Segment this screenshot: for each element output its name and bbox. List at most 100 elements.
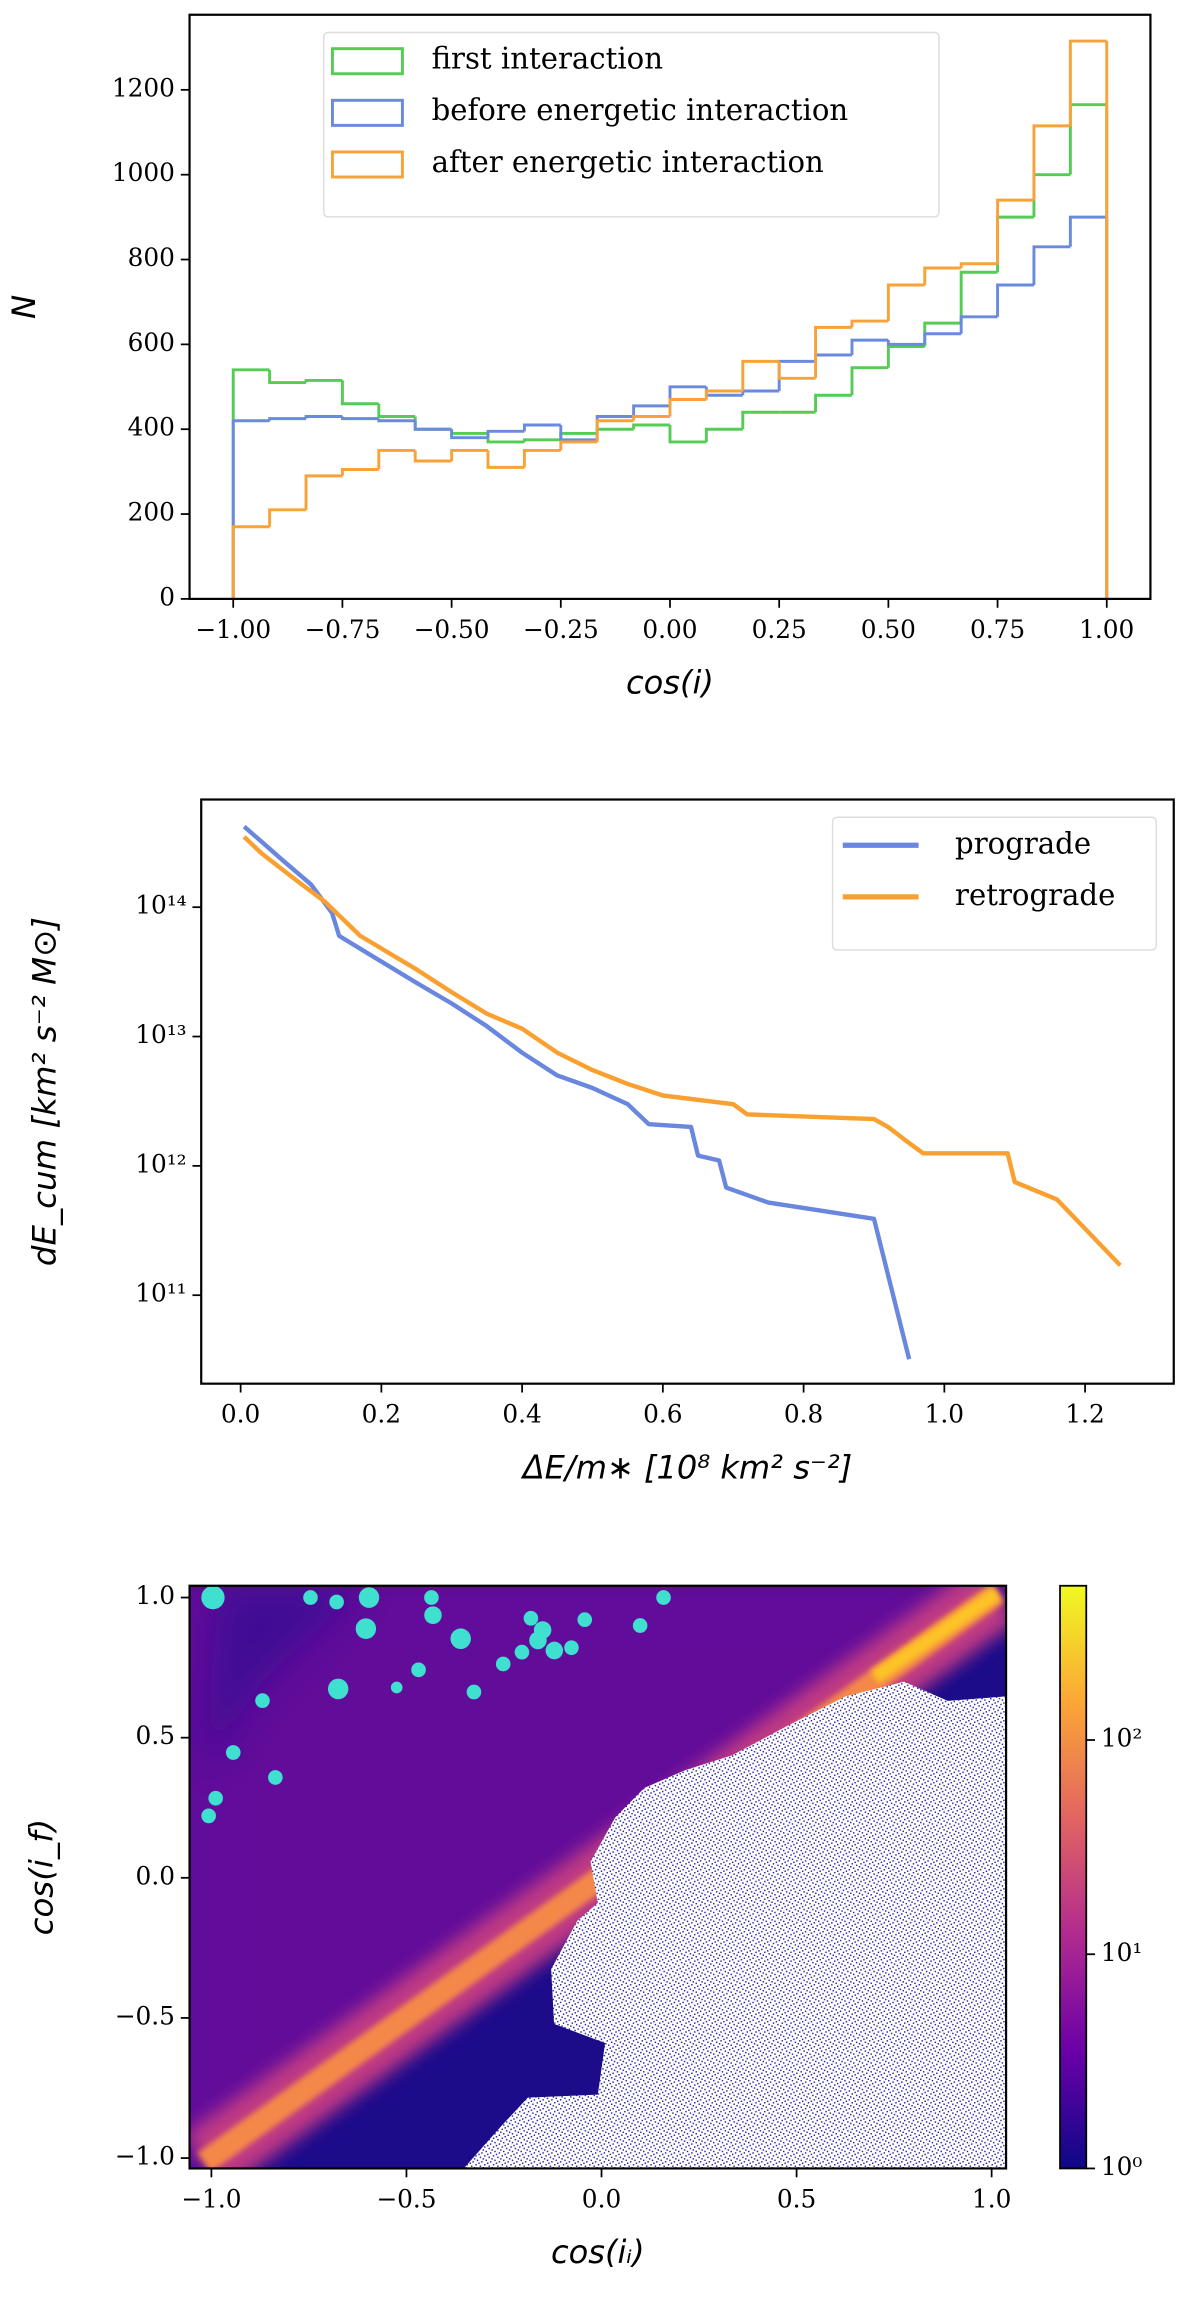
histogram-step xyxy=(741,389,780,396)
scatter-point xyxy=(577,1612,593,1628)
scatter-point xyxy=(656,1590,671,1605)
scatter-point xyxy=(201,1585,225,1610)
legend-swatch xyxy=(330,98,404,127)
x-tick-label: 0.00 xyxy=(642,615,697,644)
axes-frame xyxy=(200,798,1175,1385)
scatter-point xyxy=(390,1681,403,1694)
y-tick-label: 10¹³ xyxy=(135,1020,186,1049)
legend-swatch xyxy=(330,47,404,76)
x-tick-label: 1.0 xyxy=(925,1400,964,1429)
y-tick-label: 0.5 xyxy=(136,1721,175,1750)
x-tick-label: 0.8 xyxy=(784,1400,823,1429)
histogram-step xyxy=(814,353,852,362)
histogram-step xyxy=(741,410,780,430)
x-tick-label: 0.4 xyxy=(502,1400,541,1429)
x-tick-label: −1.00 xyxy=(195,615,271,644)
histogram-step xyxy=(413,450,452,463)
histogram-step xyxy=(959,270,998,324)
histogram-step xyxy=(268,369,307,385)
histogram-step xyxy=(522,423,561,432)
y-tick-label: 200 xyxy=(128,497,175,526)
x-tick-label: 0.0 xyxy=(221,1400,260,1429)
histogram-step xyxy=(777,359,816,392)
y-tick-label: 10¹² xyxy=(135,1149,186,1178)
scatter-point xyxy=(329,1594,344,1610)
histogram-step xyxy=(413,416,452,431)
histogram-step xyxy=(559,440,598,451)
y-tick-label: 600 xyxy=(128,328,175,357)
histogram-step xyxy=(377,448,416,470)
histogram-step xyxy=(522,448,561,468)
histogram-step xyxy=(1032,124,1071,201)
y-tick-label: 10¹⁴ xyxy=(135,891,186,920)
legend-label: prograde xyxy=(955,826,1091,860)
histogram-step xyxy=(486,433,525,444)
histogram-step xyxy=(377,403,416,418)
scatter-point xyxy=(514,1644,530,1660)
scatter-point xyxy=(466,1684,482,1700)
scatter-point xyxy=(327,1678,349,1700)
histogram-step xyxy=(1068,103,1107,175)
legend-box xyxy=(831,816,1157,951)
scatter-point xyxy=(355,1618,377,1639)
histogram-step xyxy=(304,378,343,383)
histogram-step xyxy=(886,340,925,346)
scatter-point xyxy=(523,1610,539,1626)
histogram-step xyxy=(923,332,962,345)
histogram-step xyxy=(268,508,307,527)
colorbar-tick-label: 10² xyxy=(1101,1723,1142,1752)
y-tick-label: 1200 xyxy=(112,73,175,102)
histogram-step xyxy=(632,415,670,421)
histogram-step xyxy=(559,424,598,442)
histogram-step xyxy=(850,319,889,328)
x-axis-label: ΔE/m∗ [10⁸ km² s⁻²] xyxy=(520,1448,852,1486)
scatter-point xyxy=(450,1628,471,1650)
histogram-step xyxy=(1068,39,1107,126)
density-peak xyxy=(870,1587,1002,1684)
y-axis-label: dE_cum [km² s⁻² M⊙] xyxy=(26,917,64,1266)
histogram-step xyxy=(450,429,488,440)
y-tick-label: 0 xyxy=(159,582,175,611)
histogram-step xyxy=(668,424,707,444)
x-tick-label: 0.0 xyxy=(582,2184,621,2213)
histogram-step xyxy=(996,198,1034,264)
histogram-step xyxy=(959,315,998,334)
x-tick-label: −1.0 xyxy=(181,2184,241,2213)
y-tick-label: 10¹¹ xyxy=(135,1279,186,1308)
scatter-point xyxy=(495,1656,511,1672)
histogram-step xyxy=(595,419,634,442)
histogram-step xyxy=(814,325,852,379)
histogram-step xyxy=(450,448,488,462)
scatter-point xyxy=(424,1606,442,1625)
scatter-point xyxy=(529,1631,547,1650)
histogram-step xyxy=(450,429,488,435)
y-tick-label: 1.0 xyxy=(136,1581,175,1610)
density-map xyxy=(189,1585,1007,2169)
legend-label: first interaction xyxy=(432,41,664,75)
histogram-step xyxy=(741,359,780,392)
density-region xyxy=(204,1585,365,1771)
histogram-step xyxy=(886,283,925,322)
colorbar-tick-label: 10¹ xyxy=(1101,1938,1142,1967)
legend-label: after energetic interaction xyxy=(432,145,824,179)
scatter-point xyxy=(564,1640,579,1656)
legend-box xyxy=(322,31,940,218)
histogram-step xyxy=(231,419,270,599)
x-tick-label: 1.00 xyxy=(1079,615,1134,644)
legend-label: before energetic interaction xyxy=(432,93,849,127)
x-tick-label: 0.75 xyxy=(970,615,1025,644)
histogram-step xyxy=(668,385,707,406)
histogram-step xyxy=(704,427,743,442)
x-tick-label: 0.5 xyxy=(777,2184,816,2213)
histogram-step xyxy=(1068,215,1107,247)
colorbar-tick-label: 10⁰ xyxy=(1101,2152,1142,2181)
y-tick-label: 800 xyxy=(128,243,175,272)
scatter-point xyxy=(632,1618,648,1633)
x-tick-label: 1.2 xyxy=(1065,1400,1104,1429)
histogram-step xyxy=(304,415,343,419)
axes-frame xyxy=(188,1584,1008,2170)
histogram-step xyxy=(340,468,379,476)
y-tick-label: 0.0 xyxy=(136,1861,175,1890)
histogram-step xyxy=(923,266,962,285)
